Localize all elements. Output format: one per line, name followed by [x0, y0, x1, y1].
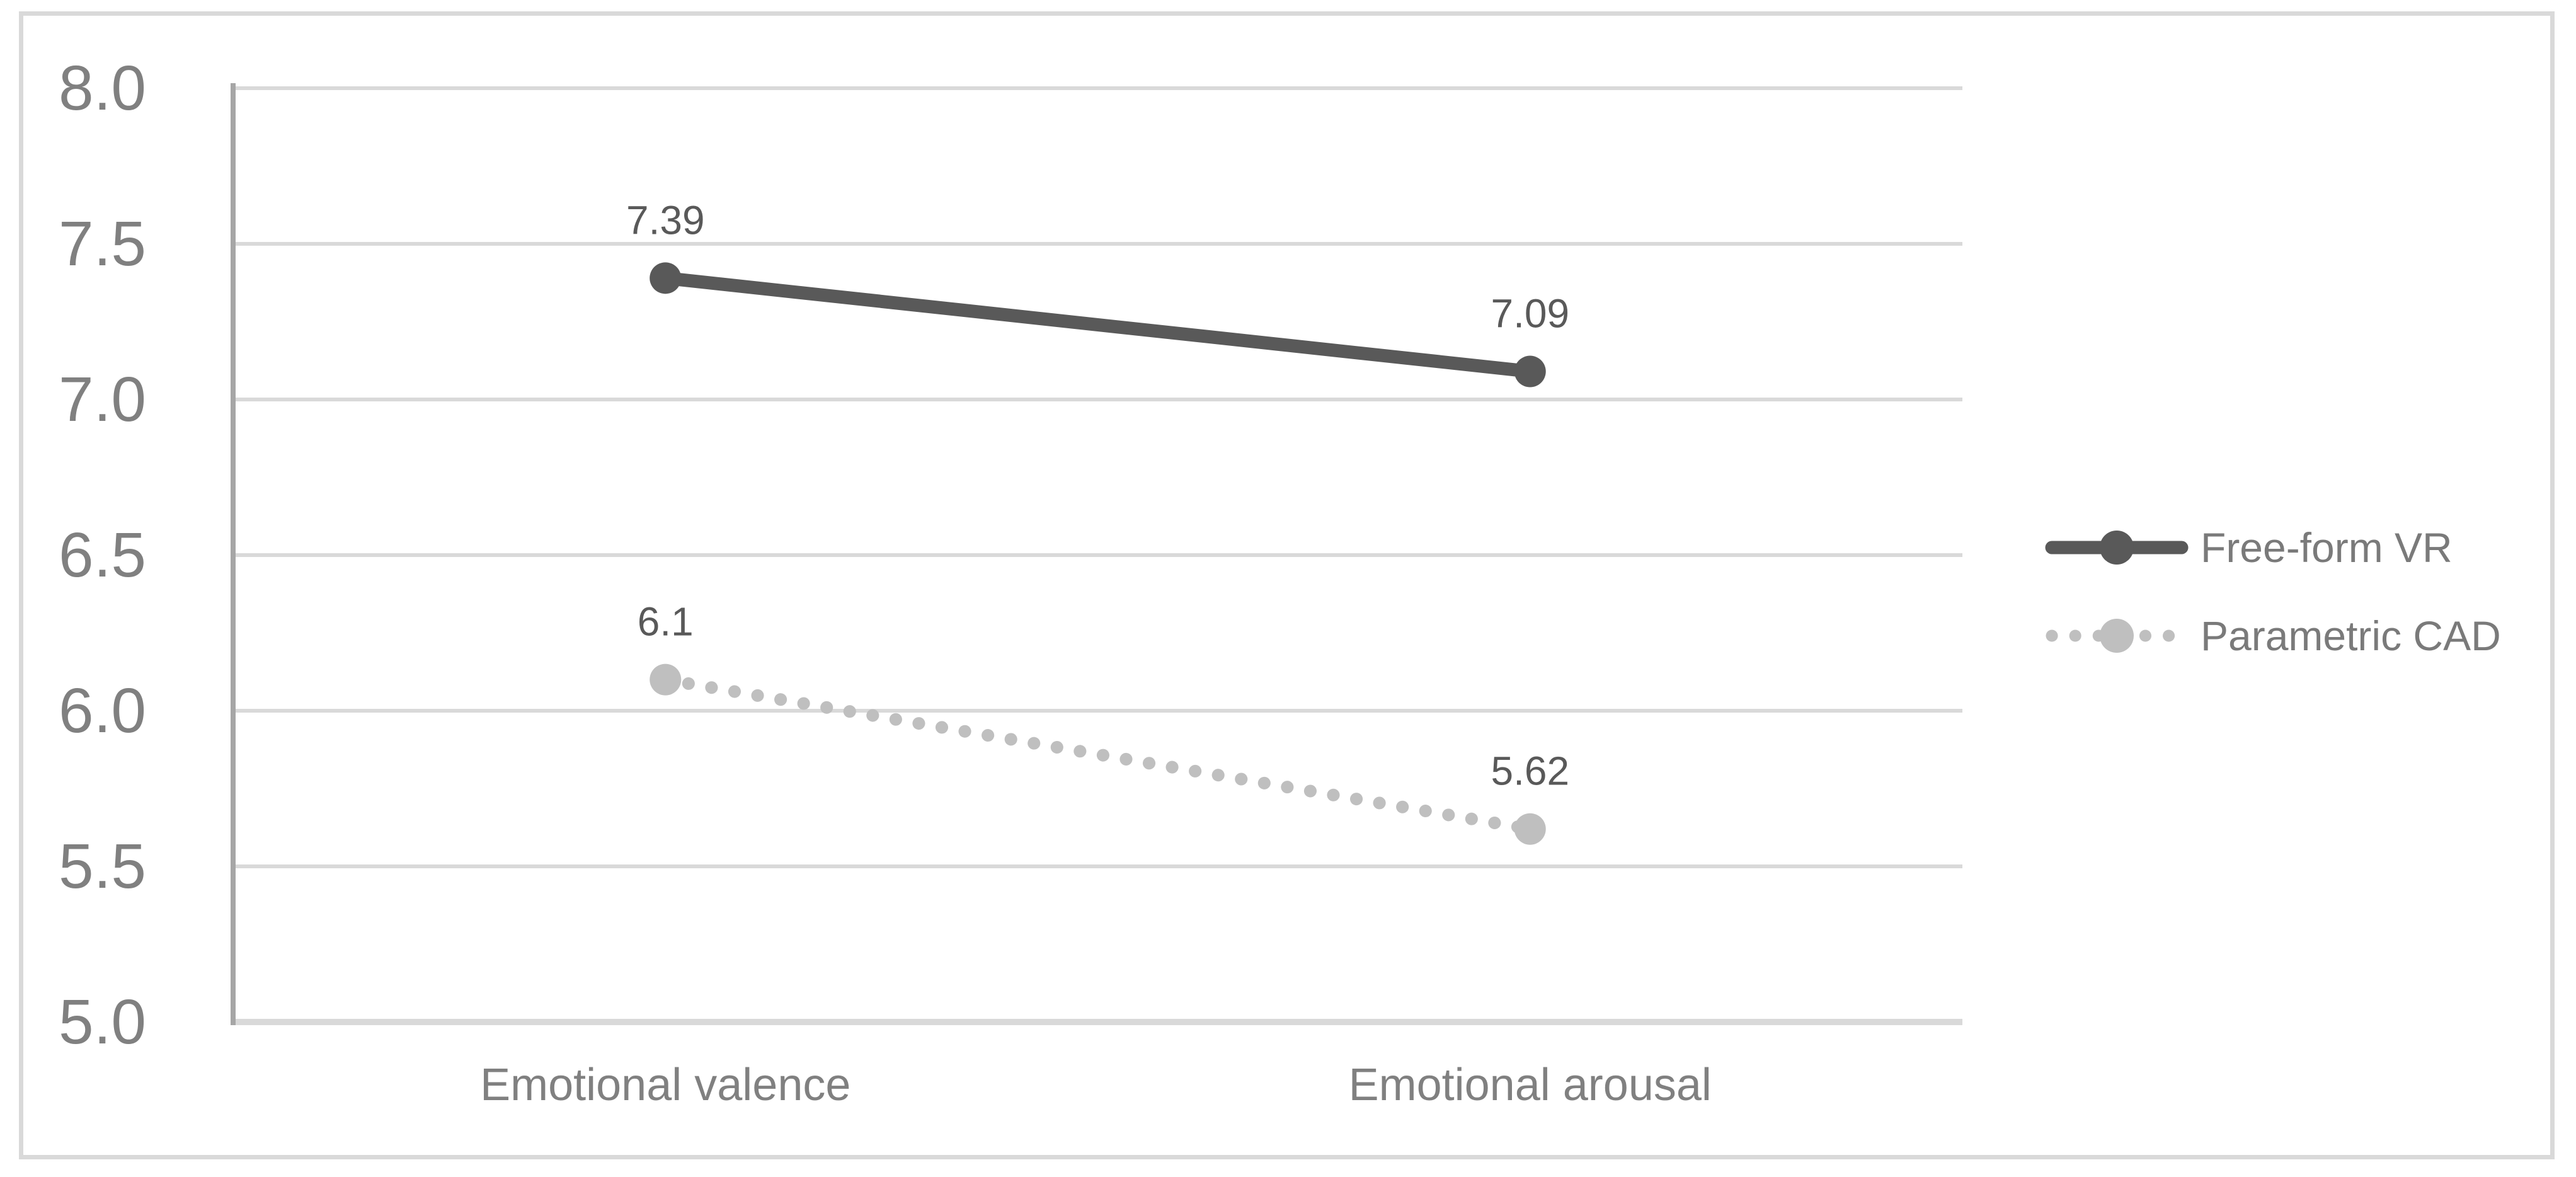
category-label: Emotional arousal	[1349, 1060, 1712, 1110]
legend-entry-free-form-vr: Free-form VR	[2044, 503, 2501, 592]
chart-legend: Free-form VR Parametric CAD	[2044, 503, 2501, 680]
legend-label: Parametric CAD	[2201, 612, 2501, 659]
series-line-2	[659, 673, 1537, 835]
data-point-marker	[650, 262, 682, 294]
y-tick-label: 7.0	[59, 364, 146, 435]
data-point-marker	[1514, 813, 1546, 845]
data-label: 6.1	[638, 599, 694, 645]
y-tick-label: 5.0	[59, 987, 146, 1057]
data-point-marker	[1514, 355, 1546, 388]
y-tick-label: 5.5	[59, 831, 146, 902]
data-label: 7.39	[626, 197, 705, 243]
data-label: 5.62	[1491, 749, 1569, 794]
legend-entry-parametric-cad: Parametric CAD	[2044, 592, 2501, 680]
y-tick-label: 7.5	[59, 209, 146, 279]
data-point-marker	[650, 663, 682, 696]
legend-solid-line-marker-icon	[2045, 531, 2189, 565]
y-tick-label: 8.0	[59, 53, 146, 123]
chart-border	[19, 11, 2555, 1159]
series-line-1	[658, 271, 1537, 379]
legend-label: Free-form VR	[2201, 524, 2453, 571]
category-label: Emotional valence	[480, 1060, 850, 1110]
data-label: 7.09	[1491, 291, 1569, 336]
y-tick-label: 6.0	[59, 675, 146, 746]
y-tick-label: 6.5	[59, 520, 146, 590]
legend-dotted-line-marker-icon	[2046, 619, 2188, 653]
